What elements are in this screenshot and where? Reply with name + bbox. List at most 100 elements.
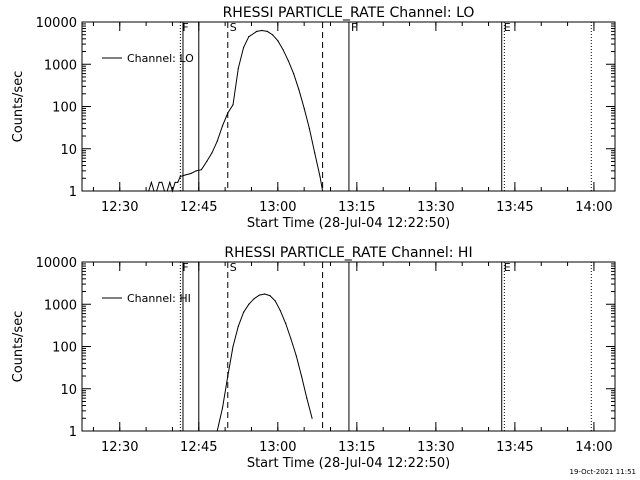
data-point [169, 181, 171, 183]
x-tick-label: 13:45 [496, 440, 533, 455]
y-tick-label: 10 [60, 383, 77, 398]
data-point [321, 190, 324, 192]
data-point [264, 293, 266, 295]
data-point [166, 190, 168, 192]
data-point [282, 49, 284, 51]
data-point [279, 310, 282, 312]
data-point [232, 104, 234, 106]
data-point [171, 190, 174, 192]
y-tick-label: 1 [69, 185, 77, 200]
event-label: S [230, 21, 237, 34]
y-tick-label: 1000 [44, 58, 77, 73]
data-point [242, 46, 245, 49]
series-line [216, 293, 313, 432]
y-tick-label: 100 [52, 341, 77, 356]
data-point [179, 175, 181, 178]
x-tick-label: 13:15 [338, 440, 375, 455]
event-label: E [504, 261, 511, 274]
x-tick-label: 12:45 [180, 200, 217, 215]
data-point [216, 140, 218, 142]
data-point [269, 295, 271, 297]
data-point [248, 36, 250, 38]
event-label: F [351, 21, 357, 34]
data-point [221, 125, 224, 127]
data-point [308, 127, 311, 130]
data-point [206, 160, 208, 163]
y-axis-label: Counts/sec [11, 71, 26, 143]
x-tick-label: 12:45 [180, 440, 217, 455]
y-tick-label: 100 [52, 101, 77, 116]
data-point [293, 73, 295, 75]
legend-label: Channel: HI [127, 292, 191, 305]
data-point [271, 34, 274, 36]
data-point [306, 397, 308, 399]
data-point [285, 322, 287, 325]
data-point [185, 174, 187, 176]
y-tick-label: 10000 [36, 16, 77, 31]
x-tick-label: 13:00 [259, 200, 296, 215]
series-line [148, 29, 324, 193]
x-tick-label: 12:30 [101, 440, 138, 455]
data-point [300, 375, 303, 377]
data-point [287, 60, 289, 62]
y-tick-label: 1000 [44, 298, 77, 313]
data-point [211, 152, 213, 154]
data-point [221, 407, 224, 409]
data-point [190, 172, 192, 175]
data-point [261, 29, 263, 32]
y-axis-label: Counts/sec [11, 311, 26, 383]
data-point [148, 190, 150, 192]
event-label: F [182, 21, 188, 34]
x-tick-label: 13:30 [417, 440, 454, 455]
data-point [290, 338, 292, 340]
x-axis-label: Start Time (28-Jul-04 12:22:50) [247, 456, 450, 471]
y-tick-label: 10000 [36, 256, 77, 271]
data-point [256, 30, 258, 32]
data-point [237, 67, 239, 69]
data-point [319, 175, 321, 178]
data-point [242, 311, 245, 313]
y-tick-label: 1 [69, 425, 77, 440]
data-point [156, 190, 158, 192]
x-tick-label: 13:15 [338, 200, 375, 215]
data-point [298, 89, 300, 91]
data-point [303, 107, 305, 110]
legend-label: Channel: LO [127, 52, 194, 65]
event-label: S [230, 261, 237, 274]
data-point [174, 181, 176, 183]
data-point [227, 112, 229, 114]
x-tick-label: 13:45 [496, 200, 533, 215]
data-point [158, 181, 160, 183]
x-tick-label: 12:30 [101, 200, 138, 215]
x-tick-label: 13:30 [417, 200, 454, 215]
data-point [253, 298, 255, 300]
data-point [227, 375, 229, 377]
data-point [266, 30, 268, 32]
data-point [153, 190, 155, 192]
data-point [274, 300, 276, 302]
x-tick-label: 13:00 [259, 440, 296, 455]
data-point [295, 355, 297, 357]
data-point [258, 294, 260, 296]
data-point [248, 303, 250, 305]
chart-title: RHESSI PARTICLE_RATE Channel: HI [224, 245, 472, 261]
data-point [177, 181, 179, 183]
x-tick-label: 14:00 [575, 440, 612, 455]
data-point [216, 430, 218, 432]
data-point [150, 181, 152, 183]
x-tick-label: 14:00 [575, 200, 612, 215]
event-label: E [504, 21, 511, 34]
data-point [237, 325, 239, 327]
event-label: F [182, 261, 188, 274]
data-point [232, 345, 234, 348]
data-point [195, 170, 197, 172]
data-point [200, 169, 203, 171]
generation-timestamp: 19-Oct-2021 11:51 [569, 468, 636, 476]
data-point [314, 152, 316, 154]
data-point [161, 181, 163, 183]
y-tick-label: 10 [60, 143, 77, 158]
data-point [277, 40, 279, 42]
x-axis-label: Start Time (28-Jul-04 12:22:50) [247, 216, 450, 231]
data-point [163, 190, 166, 192]
